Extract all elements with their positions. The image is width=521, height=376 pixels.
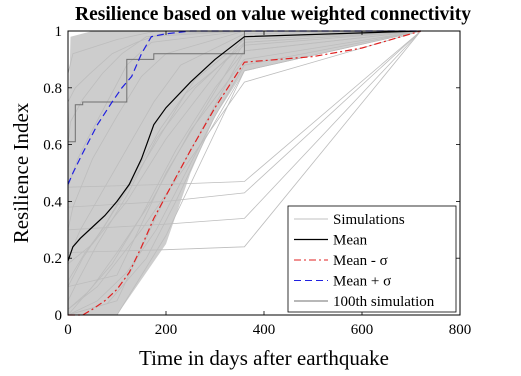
x-tick-label: 600 [351,322,374,338]
y-tick-label: 0 [55,308,63,324]
x-tick-label: 800 [449,322,472,338]
legend-label: Simulations [333,212,405,228]
y-tick-label: 0.8 [43,81,62,97]
simulation-line [67,30,422,253]
series-line-mean-minus [68,30,421,316]
simulation-line [67,30,422,208]
chart-title: Resilience based on value weighted conne… [75,4,471,25]
simulation-line [67,30,421,188]
simulation-line [67,30,421,287]
legend-box [287,205,457,313]
series-line-sim100 [68,30,421,143]
simulation-line [67,30,422,188]
legend: Simulations Mean Mean - σ Mean + σ 100th sim… [287,205,457,313]
x-tick-label: 0 [64,322,72,338]
simulation-line [67,30,421,316]
legend-label: Mean + σ [333,274,391,290]
x-tick-label: 200 [155,322,178,338]
simulation-line [67,30,421,316]
simulation-line [67,30,421,259]
y-tick-label: 1 [55,24,63,40]
y-tick-label: 0.6 [43,138,62,154]
x-tick-label: 400 [253,322,276,338]
simulation-line [67,30,421,301]
series-lines [67,30,421,316]
simulation-band [68,31,421,315]
legend-label: 100th simulation [333,294,435,310]
legend-label: Mean [333,233,368,249]
y-axis-label: Resilience Index [9,102,33,243]
simulation-line [67,30,421,316]
simulation-line [67,30,422,231]
y-tick-label: 0.4 [43,194,62,210]
series-line-mean-plus [67,30,421,185]
simulation-line [67,30,421,310]
series-line-mean [67,30,421,262]
x-axis-ticks: 0 200 400 600 800 [64,31,471,338]
simulation-band-area [68,31,421,315]
y-tick-label: 0.2 [43,251,62,267]
y-axis-ticks: 0 0.2 0.4 0.6 0.8 1 [43,24,460,324]
legend-label: Mean - σ [333,253,388,269]
simulation-line [67,30,421,145]
simulation-line [67,30,421,230]
x-axis-label: Time in days after earthquake [139,346,389,370]
